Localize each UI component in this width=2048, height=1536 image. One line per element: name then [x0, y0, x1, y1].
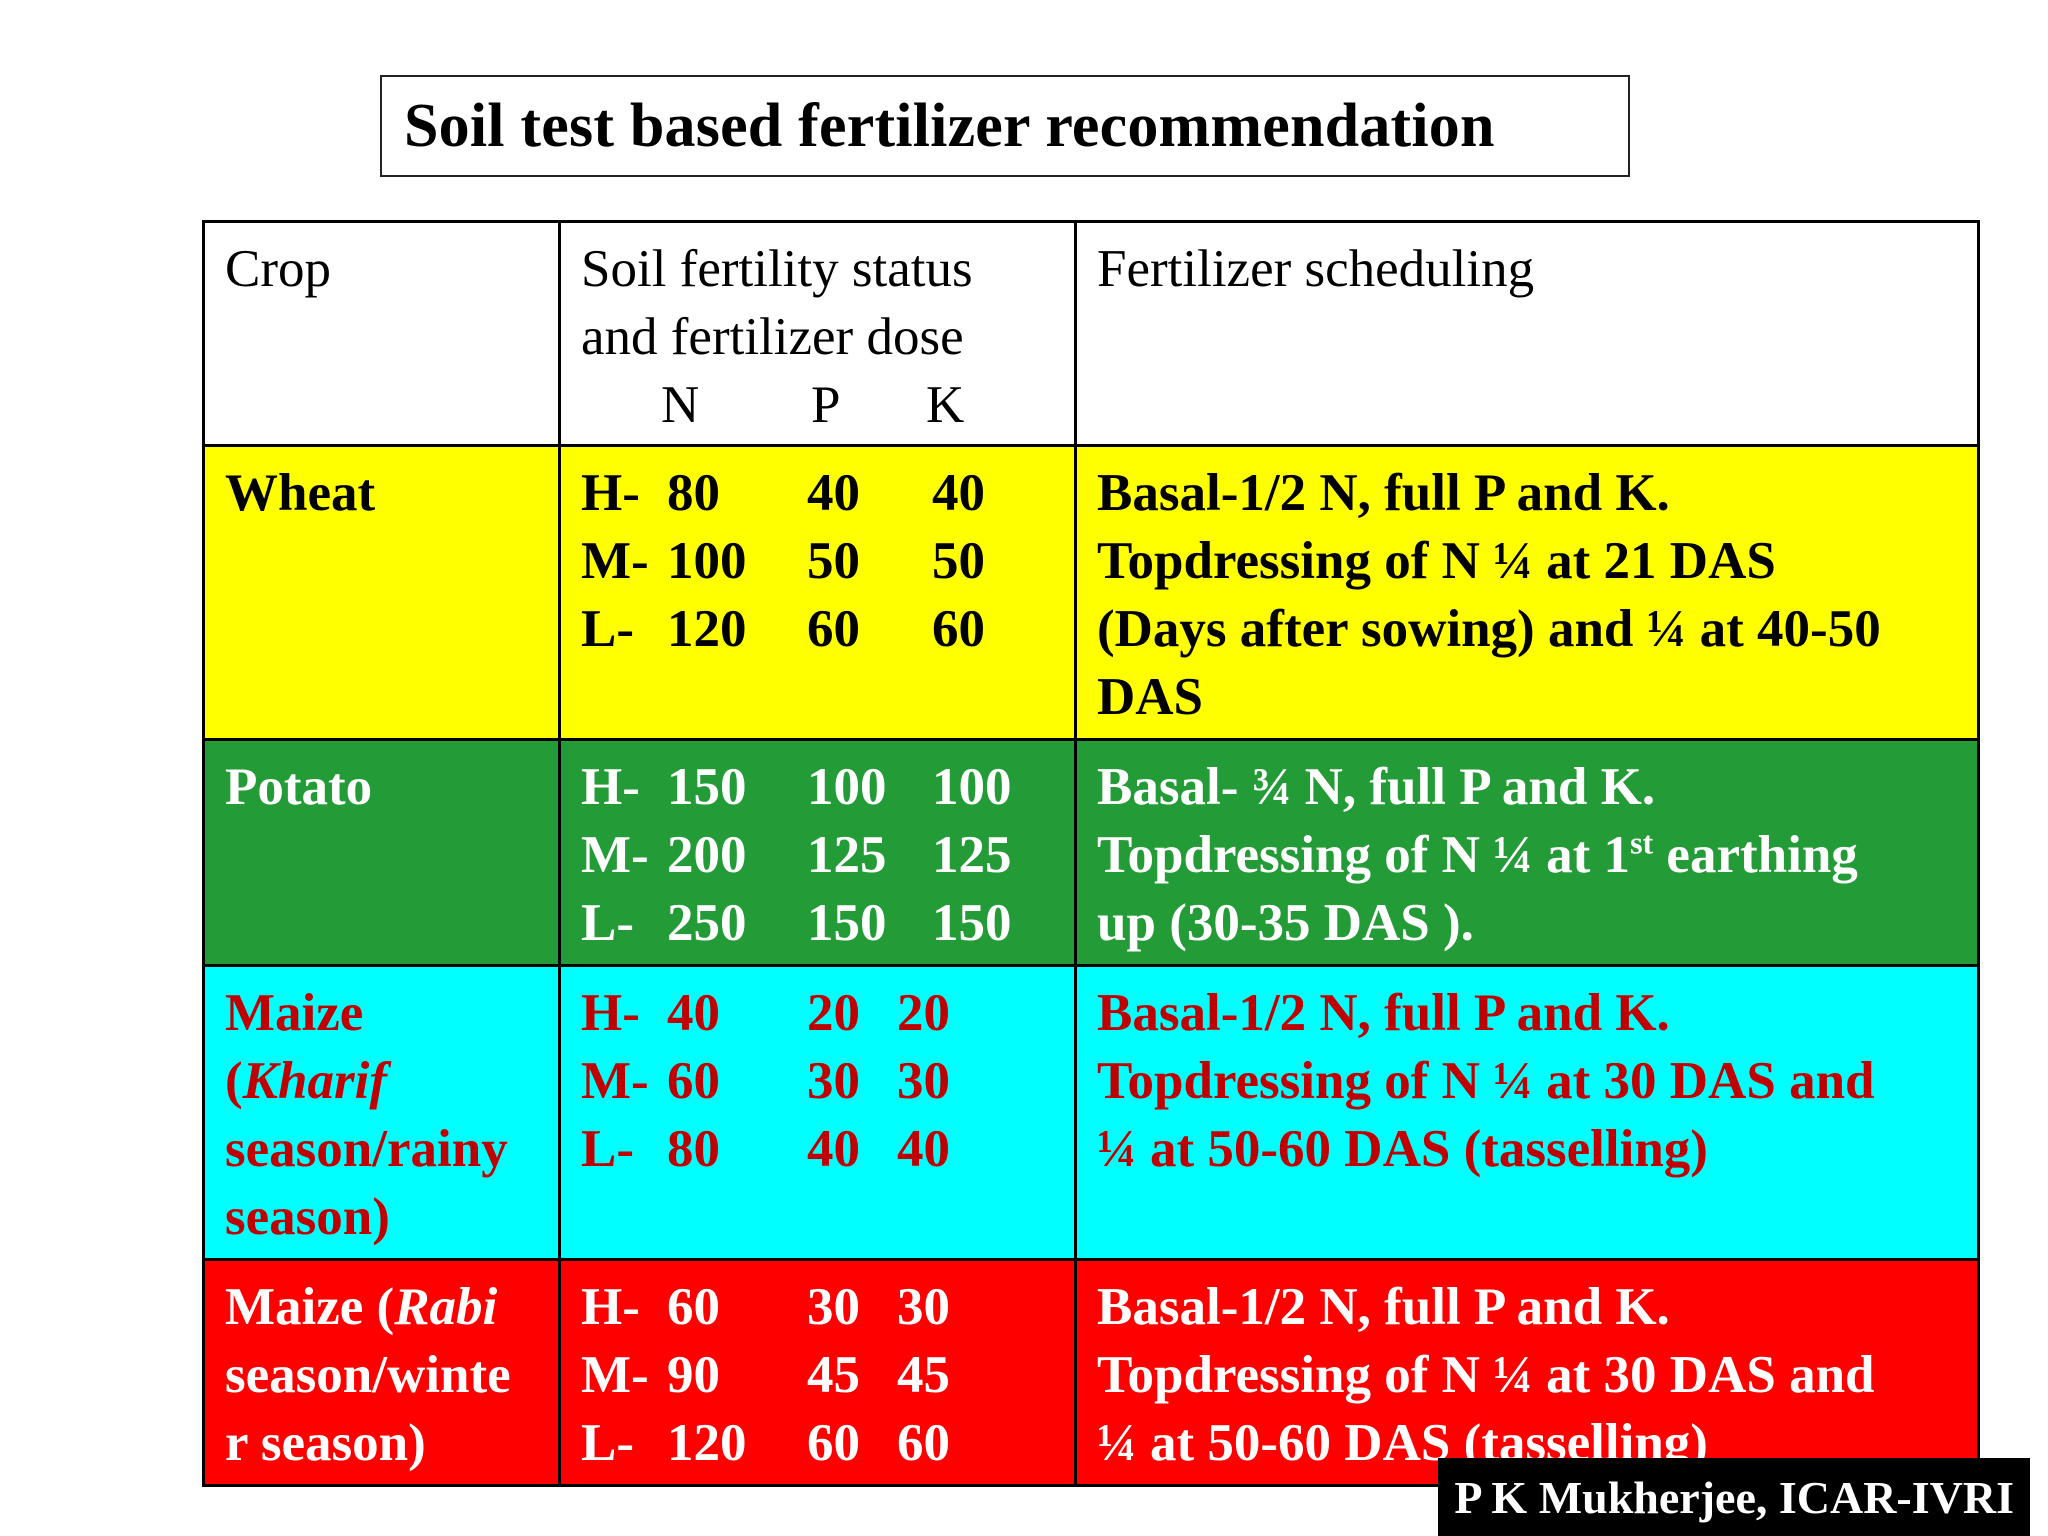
schedule-cell: Basal-1/2 N, full P and K. Topdressing o…	[1074, 444, 1980, 741]
dose-line-low: L- 120 60 60	[581, 1414, 950, 1472]
table-row-potato: Potato H- 150 100 100 M- 200 125 125 L- 250 150 1…	[202, 738, 1980, 967]
dose-line-low: L- 80 40 40	[581, 1120, 950, 1178]
crop-cell: Maize (Kharif season/rainy season)	[202, 964, 561, 1261]
header-crop: Crop	[202, 220, 561, 447]
dose-cell: H- 150 100 100 M- 200 125 125 L- 250 150 150	[558, 738, 1077, 967]
crop-cell: Maize (Rabi season/winte r season)	[202, 1258, 561, 1487]
dose-line-high: H- 40 20 20	[581, 984, 950, 1042]
dose-line-medium: M- 100 50 50	[581, 532, 985, 590]
fertilizer-table: Crop Soil fertility status and fertilize…	[202, 220, 1980, 1487]
table-row-maize-kharif: Maize (Kharif season/rainy season) H- 40 2…	[202, 964, 1980, 1261]
dose-line-low: L- 250 150 150	[581, 894, 1012, 952]
dose-line-low: L- 120 60 60	[581, 600, 985, 658]
npk-header: N P K	[581, 371, 1074, 439]
slide-title: Soil test based fertilizer recommendatio…	[380, 75, 1630, 177]
table-header-row: Crop Soil fertility status and fertilize…	[202, 220, 1980, 447]
header-scheduling: Fertilizer scheduling	[1074, 220, 1980, 447]
dose-line-medium: M- 90 45 45	[581, 1346, 950, 1404]
dose-line-high: H- 60 30 30	[581, 1278, 950, 1336]
dose-line-medium: M- 60 30 30	[581, 1052, 950, 1110]
dose-line-high: H- 150 100 100	[581, 758, 1012, 816]
table-row-wheat: Wheat H- 80 40 40 M- 100 50 50 L- 120 60 60 Basal…	[202, 444, 1980, 741]
dose-cell: H- 40 20 20 M- 60 30 30 L- 80 40 40	[558, 964, 1077, 1261]
dose-cell: H- 80 40 40 M- 100 50 50 L- 120 60 60	[558, 444, 1077, 741]
author-credit: P K Mukherjee, ICAR-IVRI	[1438, 1458, 2030, 1536]
schedule-cell: Basal-1/2 N, full P and K. Topdressing o…	[1074, 964, 1980, 1261]
header-fertility-status: Soil fertility status and fertilizer dos…	[558, 220, 1077, 447]
header-n: N	[661, 376, 700, 434]
crop-cell: Wheat	[202, 444, 561, 741]
schedule-cell: Basal- ¾ N, full P and K. Topdressing of…	[1074, 738, 1980, 967]
schedule-cell: Basal-1/2 N, full P and K. Topdressing o…	[1074, 1258, 1980, 1487]
header-p: P	[811, 376, 841, 434]
dose-cell: H- 60 30 30 M- 90 45 45 L- 120 60 60	[558, 1258, 1077, 1487]
crop-cell: Potato	[202, 738, 561, 967]
dose-line-medium: M- 200 125 125	[581, 826, 1012, 884]
dose-line-high: H- 80 40 40	[581, 464, 985, 522]
table-row-maize-rabi: Maize (Rabi season/winte r season) H- 60 3…	[202, 1258, 1980, 1487]
header-k: K	[926, 376, 965, 434]
